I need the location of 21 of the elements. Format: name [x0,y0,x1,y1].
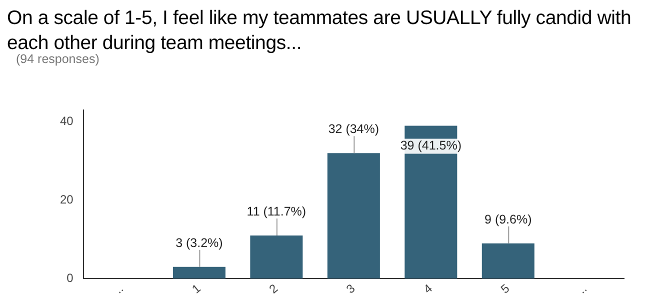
data-label: 3 (3.2%) [176,236,223,250]
x-tick-label: .. [112,281,126,296]
bar [482,243,534,279]
chart-title: On a scale of 1-5, I feel like my teammates are USUALLY fully candid with each other during team meetings... [7,6,632,54]
data-label: 32 (34%) [328,122,380,136]
x-tick-label: 2 [266,281,281,296]
x-tick-label: 1 [189,281,204,296]
x-tick-label: .. [575,281,590,296]
data-label: 11 (11.7%) [246,204,306,219]
x-tick-label: 3 [344,281,358,296]
bar [327,153,380,279]
bar [172,266,226,279]
x-tick-label: 5 [498,281,512,296]
data-label: 39 (41.5%) [400,138,462,153]
y-tick-label: 0 [66,270,74,285]
data-label: 9 (9.6%) [484,212,532,226]
bar [250,236,303,279]
chart-subtitle: (94 responses) [16,52,100,66]
y-tick-label: 20 [60,192,74,207]
x-tick-label: 4 [420,281,436,296]
y-tick-label: 40 [60,114,74,128]
